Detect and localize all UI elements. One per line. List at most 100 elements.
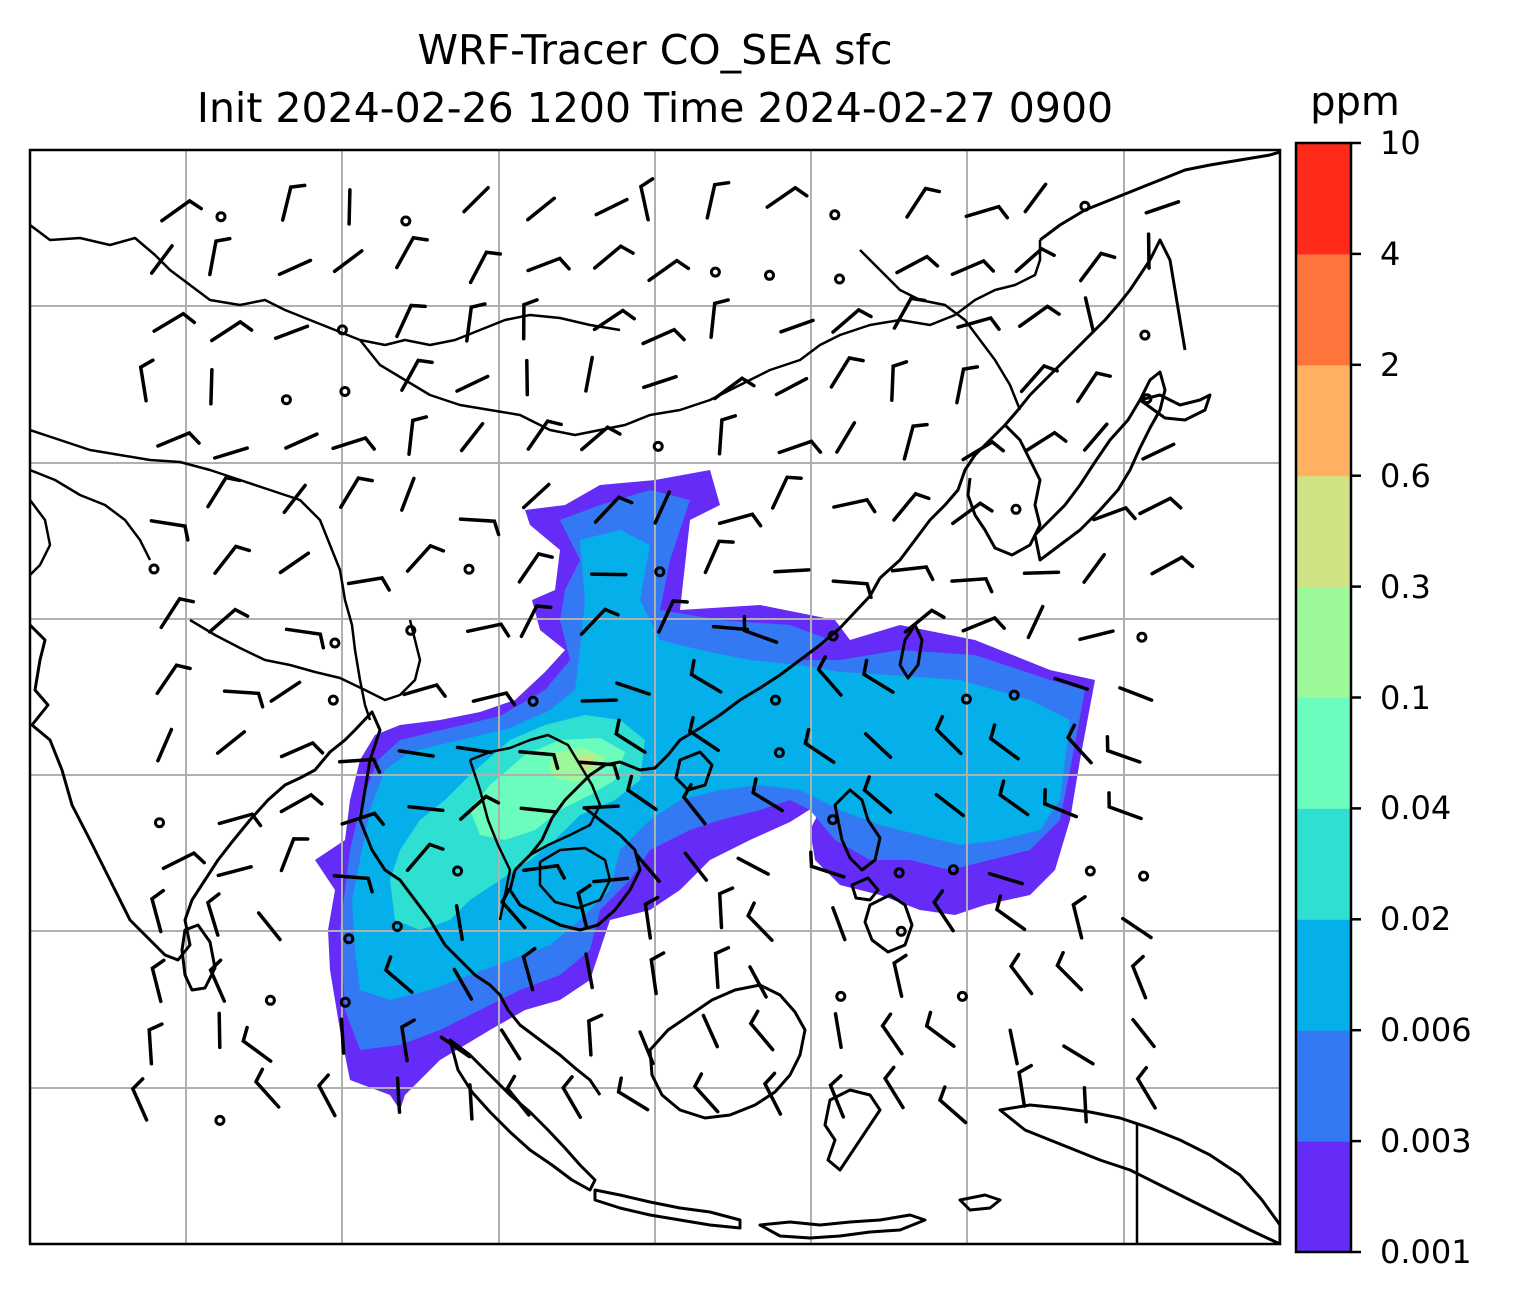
calm-wind-marker — [956, 990, 968, 1002]
wind-barb — [683, 851, 709, 882]
wind-barb — [521, 298, 539, 341]
calm-wind-marker — [709, 266, 721, 278]
border-china-russia — [954, 240, 1042, 316]
coast-philippines-visayas — [850, 876, 880, 902]
colorbar-tick-label: 0.02 — [1380, 900, 1452, 939]
calm-wind-marker — [329, 637, 341, 649]
calm-wind-marker — [827, 630, 839, 642]
wind-barb — [280, 183, 307, 222]
wind-barb — [777, 439, 823, 455]
calm-wind-marker — [400, 215, 412, 227]
calm-wind-marker — [895, 925, 907, 937]
coast-timor — [958, 1193, 1002, 1212]
wind-barb — [705, 180, 731, 220]
wind-barb — [455, 374, 490, 393]
wind-barb — [1062, 1044, 1095, 1066]
wind-barb — [459, 421, 485, 453]
colorbar-tick-label: 10 — [1380, 124, 1421, 162]
colorbar-swatch — [1296, 808, 1351, 920]
wind-barb — [956, 315, 1001, 331]
wind-barb — [653, 490, 672, 525]
wind-barb — [816, 655, 843, 697]
wind-barb — [709, 298, 730, 339]
coast-sumatra — [448, 1038, 597, 1192]
colorbar-tick-label: 0.006 — [1380, 1011, 1472, 1050]
wind-barb — [584, 355, 594, 393]
wind-barb — [833, 1012, 843, 1050]
calm-wind-marker — [339, 996, 351, 1008]
wind-barb — [988, 723, 1020, 761]
wind-barb — [217, 812, 263, 828]
wind-barb — [1135, 1065, 1157, 1110]
wind-barb — [455, 745, 493, 755]
calm-wind-marker — [1010, 503, 1022, 515]
calm-wind-marker — [764, 269, 775, 281]
wind-barb — [282, 483, 307, 515]
wind-barb — [279, 837, 310, 873]
wind-barb — [212, 446, 249, 460]
wind-barb — [277, 258, 313, 277]
wind-barb — [831, 906, 847, 942]
wind-barb — [657, 599, 689, 634]
wind-barb — [584, 952, 594, 990]
wind-barb — [615, 681, 651, 696]
wind-barb — [337, 757, 382, 774]
wind-barb — [468, 250, 503, 285]
calm-wind-marker — [893, 867, 905, 879]
calm-wind-marker — [652, 440, 664, 452]
calm-wind-marker — [834, 273, 845, 285]
wind-barb — [205, 892, 221, 937]
wind-barb — [742, 614, 779, 644]
wind-barb — [892, 491, 931, 522]
calm-wind-marker — [339, 386, 351, 397]
colorbar-swatch — [1296, 586, 1351, 698]
wind-barb — [703, 539, 735, 575]
wind-barb — [465, 302, 487, 343]
wind-barb — [779, 318, 815, 334]
wind-barb — [649, 951, 666, 996]
wind-barb — [803, 727, 836, 764]
calm-wind-marker — [835, 990, 847, 1002]
wind-barb — [987, 871, 1024, 886]
wind-barb — [332, 873, 374, 894]
wind-barb — [210, 319, 254, 343]
wind-barb — [405, 543, 446, 573]
wind-barb — [1065, 723, 1093, 765]
wind-barb — [340, 811, 386, 827]
wind-barb — [647, 258, 691, 283]
border-mongolia — [359, 313, 956, 437]
wind-barb — [736, 856, 770, 876]
wind-barb — [681, 783, 707, 826]
calm-wind-marker — [827, 814, 839, 826]
calm-wind-marker — [1141, 393, 1153, 405]
wind-barb — [561, 1075, 583, 1119]
wind-barb — [462, 185, 490, 214]
wind-barb — [1023, 182, 1048, 214]
wind-barb — [638, 177, 655, 222]
wind-barb — [1107, 791, 1143, 821]
wind-barb — [642, 374, 678, 390]
wind-barb — [471, 691, 517, 707]
border-china-west — [30, 428, 372, 721]
wind-barb — [1105, 734, 1142, 764]
wind-barb — [1019, 363, 1059, 394]
wind-barb — [465, 622, 511, 638]
coast-java — [593, 1188, 742, 1230]
wind-barb — [1082, 422, 1109, 452]
wind-barb — [405, 842, 445, 873]
wind-barb — [279, 740, 325, 759]
wind-barb — [892, 953, 908, 999]
coast-philippines-luzon — [833, 788, 882, 872]
wind-barb — [964, 204, 1010, 220]
wind-barb — [400, 476, 416, 512]
colorbar-swatch — [1296, 1141, 1351, 1253]
colorbar-tick-label: 0.1 — [1380, 678, 1431, 717]
wind-barb — [452, 967, 474, 1001]
calm-wind-marker — [1079, 200, 1091, 212]
wind-barb — [1082, 552, 1106, 584]
wind-barb — [950, 258, 996, 277]
coast-indochina-east — [513, 577, 882, 872]
wind-barb — [994, 894, 1027, 932]
colorbar-tick-label: 2 — [1380, 345, 1401, 384]
